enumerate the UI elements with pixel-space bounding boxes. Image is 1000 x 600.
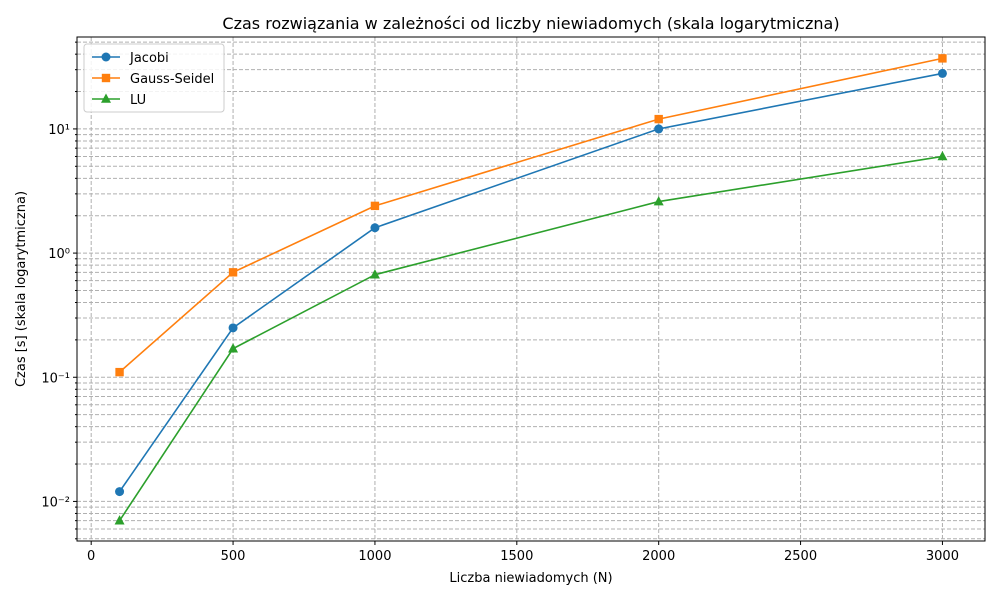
data-point-gauss-seidel xyxy=(654,114,663,124)
x-axis-label: Liczba niewiadomych (N) xyxy=(449,571,612,586)
x-tick-label: 500 xyxy=(221,549,246,564)
data-point-gauss-seidel xyxy=(115,367,124,377)
x-tick-label: 0 xyxy=(87,549,95,564)
axis-ticks: 0 500 1000 1500 2000 2500 3000 10⁻² 10⁻¹ 10⁰ 10¹ xyxy=(41,41,959,564)
legend: Jacobi Gauss-Seidel LU xyxy=(83,43,225,113)
legend-marker-lu xyxy=(101,93,111,103)
data-point-jacobi xyxy=(115,487,125,497)
grid xyxy=(77,37,985,541)
data-point-gauss-seidel xyxy=(938,54,947,63)
series-layer xyxy=(114,54,948,525)
data-point-jacobi xyxy=(937,68,947,78)
data-point-jacobi xyxy=(654,124,664,134)
data-point-gauss-seidel xyxy=(370,201,380,211)
data-point-lu xyxy=(114,515,125,525)
x-tick-label: 2000 xyxy=(642,549,675,564)
x-tick-label: 1500 xyxy=(500,549,533,564)
legend-label-lu: LU xyxy=(130,93,146,108)
x-tick-label: 1000 xyxy=(358,549,391,564)
y-tick-label: 10⁻² xyxy=(41,495,70,510)
data-point-lu xyxy=(369,269,380,279)
y-axis-label: Czas [s] (skala logarytmiczna) xyxy=(14,191,29,387)
x-tick-label: 2500 xyxy=(784,549,817,564)
data-point-lu xyxy=(937,150,948,161)
legend-box xyxy=(83,43,225,113)
legend-label-gauss-seidel: Gauss-Seidel xyxy=(130,72,214,87)
y-tick-label: 10⁻¹ xyxy=(41,371,70,386)
data-point-jacobi xyxy=(370,223,380,233)
plot-frame xyxy=(76,36,986,542)
legend-marker-jacobi xyxy=(101,52,111,62)
legend-label-jacobi: Jacobi xyxy=(129,51,169,66)
series-jacobi xyxy=(115,68,947,497)
data-point-jacobi xyxy=(228,323,238,333)
series-gauss-seidel xyxy=(115,54,947,377)
x-tick-label: 3000 xyxy=(926,549,959,564)
data-point-gauss-seidel xyxy=(228,268,238,277)
data-point-lu xyxy=(228,343,239,353)
series-lu xyxy=(114,150,948,525)
series-line-jacobi xyxy=(118,72,943,493)
data-point-lu xyxy=(653,196,664,206)
series-line-lu xyxy=(118,155,943,522)
chart-title: Czas rozwiązania w zależności od liczby … xyxy=(222,14,839,33)
y-tick-label: 10⁰ xyxy=(48,247,70,262)
legend-marker-gauss-seidel xyxy=(101,73,111,83)
y-tick-label: 10¹ xyxy=(48,123,70,138)
